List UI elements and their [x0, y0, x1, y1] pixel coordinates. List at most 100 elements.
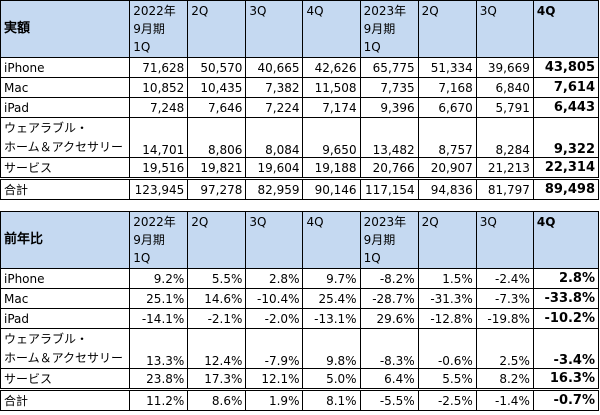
table-cell: 123,945: [129, 177, 189, 200]
table-row: iPad -14.1% -2.1% -2.0% -13.1% 29.6% -12.8% -19…: [0, 308, 600, 329]
table-cell: 40,665: [245, 57, 304, 78]
table-cell: 13.3%: [129, 328, 189, 369]
yoy-col-2023-2q: 2Q: [417, 211, 477, 269]
table-cell: -1.4%: [475, 388, 534, 411]
table-cell: 97,278: [187, 177, 247, 200]
row-label: iPad: [0, 308, 131, 329]
table-cell: 8,284: [475, 117, 534, 158]
row-label: iPhone: [0, 268, 131, 289]
table-cell: -2.1%: [187, 308, 247, 329]
revenue-col-2023-2q: 2Q: [417, 0, 477, 58]
revenue-col-2022-4q: 4Q: [302, 0, 361, 58]
table-cell: 5,791: [475, 97, 534, 118]
table-cell: 16.3%: [532, 368, 600, 390]
table-cell: -10.2%: [532, 308, 600, 329]
total-row: 合計 11.2% 8.6% 1.9% 8.1% -5.5% -2.5% -1.4% -0.7%: [0, 388, 600, 411]
table-cell: -13.1%: [302, 308, 361, 329]
table-cell: 42,626: [302, 57, 361, 78]
revenue-col-2022-1q: 2022年 9月期 1Q: [129, 0, 189, 58]
table-cell: 19,821: [187, 157, 247, 179]
table-cell: 9,650: [302, 117, 361, 158]
table-cell: 9.8%: [302, 328, 361, 369]
table-cell: 8.2%: [475, 368, 534, 390]
table-cell: 7,614: [532, 77, 600, 98]
table-cell: 20,766: [359, 157, 419, 179]
table-cell: 1.5%: [417, 268, 477, 289]
revenue-table: 実額 2022年 9月期 1Q 2Q 3Q 4Q 2023年 9月期 1Q 2Q 3Q …: [0, 0, 600, 200]
table-row: iPhone 71,628 50,570 40,665 42,626 65,775 51,3…: [0, 57, 600, 78]
table-cell: 5.5%: [187, 268, 247, 289]
table-cell: -33.8%: [532, 288, 600, 309]
table-cell: 13,482: [359, 117, 419, 158]
revenue-col-2023-3q: 3Q: [475, 0, 534, 58]
table-cell: 2.8%: [532, 268, 600, 289]
table-row: ウェアラブル・ ホーム＆アクセサリー 13.3% 12.4% -7.9% 9.8% -8.3…: [0, 328, 600, 369]
yoy-table-title: 前年比: [0, 211, 131, 269]
table-cell: -0.7%: [532, 388, 600, 411]
revenue-col-2022-3q: 3Q: [245, 0, 304, 58]
row-label: Mac: [0, 77, 131, 98]
table-cell: 81,797: [475, 177, 534, 200]
table-row: iPhone 9.2% 5.5% 2.8% 9.7% -8.2% 1.5% -2.4% 2.8%: [0, 268, 600, 289]
table-cell: 1.9%: [245, 388, 304, 411]
table-cell: 10,435: [187, 77, 247, 98]
header-text: 2Q: [191, 4, 209, 18]
table-cell: 25.1%: [129, 288, 189, 309]
yoy-table: 前年比 2022年 9月期 1Q 2Q 3Q 4Q 2023年 9月期 1Q 2Q 3Q…: [0, 211, 600, 411]
header-text: 2Q: [191, 215, 209, 229]
yoy-col-2023-3q: 3Q: [475, 211, 534, 269]
table-cell: 29.6%: [359, 308, 419, 329]
table-cell: 9.2%: [129, 268, 189, 289]
table-cell: -2.4%: [475, 268, 534, 289]
table-cell: -12.8%: [417, 308, 477, 329]
yoy-col-2022-1q: 2022年 9月期 1Q: [129, 211, 189, 269]
table-cell: 19,188: [302, 157, 361, 179]
table-cell: 9,322: [532, 117, 600, 158]
table-cell: 5.0%: [302, 368, 361, 390]
table-cell: 14,701: [129, 117, 189, 158]
table-cell: -2.0%: [245, 308, 304, 329]
table-cell: 8.1%: [302, 388, 361, 411]
table-row: iPad 7,248 7,646 7,224 7,174 9,396 6,670 5,791 6…: [0, 97, 600, 118]
row-label: iPhone: [0, 57, 131, 78]
table-cell: 2.8%: [245, 268, 304, 289]
row-label: ウェアラブル・ ホーム＆アクセサリー: [0, 328, 131, 369]
header-text: 4Q: [306, 215, 324, 229]
table-cell: 8.6%: [187, 388, 247, 411]
revenue-body: iPhone 71,628 50,570 40,665 42,626 65,775 51,3…: [0, 57, 600, 200]
table-cell: 7,248: [129, 97, 189, 118]
table-cell: 6,670: [417, 97, 477, 118]
table-cell: 94,836: [417, 177, 477, 200]
table-cell: 7,168: [417, 77, 477, 98]
table-cell: 23.8%: [129, 368, 189, 390]
header-text: 2023年 9月期 1Q: [363, 215, 407, 265]
table-cell: 6.4%: [359, 368, 419, 390]
table-cell: 10,852: [129, 77, 189, 98]
table-cell: -14.1%: [129, 308, 189, 329]
table-cell: -8.2%: [359, 268, 419, 289]
table-row: サービス 23.8% 17.3% 12.1% 5.0% 6.4% 5.5% 8.2% 16.3%: [0, 368, 600, 390]
header-text: 2022年 9月期 1Q: [133, 215, 176, 265]
revenue-header-row: 実額 2022年 9月期 1Q 2Q 3Q 4Q 2023年 9月期 1Q 2Q 3Q …: [0, 0, 600, 58]
table-cell: 21,213: [475, 157, 534, 179]
row-label: iPad: [0, 97, 131, 118]
row-label: サービス: [0, 157, 131, 179]
table-cell: 71,628: [129, 57, 189, 78]
table-cell: 50,570: [187, 57, 247, 78]
row-label: ウェアラブル・ ホーム＆アクセサリー: [0, 117, 131, 158]
header-text: 4Q: [306, 4, 324, 18]
table-cell: 7,382: [245, 77, 304, 98]
table-cell: 51,334: [417, 57, 477, 78]
table-cell: 22,314: [532, 157, 600, 179]
table-cell: 12.4%: [187, 328, 247, 369]
table-cell: 7,224: [245, 97, 304, 118]
table-cell: 6,443: [532, 97, 600, 118]
table-cell: 20,907: [417, 157, 477, 179]
table-cell: 117,154: [359, 177, 419, 200]
table-cell: -31.3%: [417, 288, 477, 309]
table-cell: 8,757: [417, 117, 477, 158]
header-text: 4Q: [536, 4, 556, 18]
revenue-col-2022-2q: 2Q: [187, 0, 247, 58]
table-row: Mac 25.1% 14.6% -10.4% 25.4% -28.7% -31.3% -7.3…: [0, 288, 600, 309]
header-text: 2022年 9月期 1Q: [133, 4, 176, 54]
